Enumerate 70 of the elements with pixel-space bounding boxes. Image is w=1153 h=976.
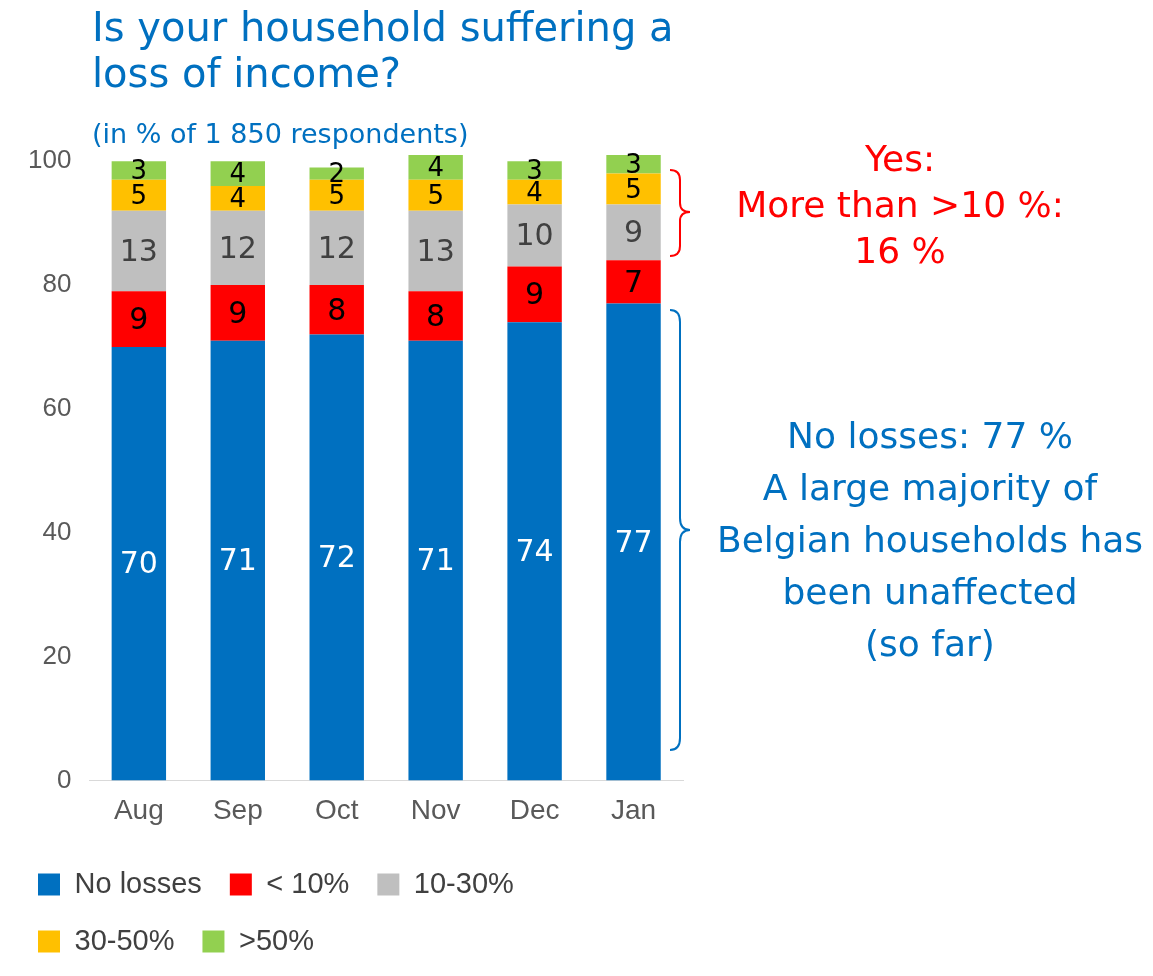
bar bbox=[507, 204, 562, 267]
data-label: 12 bbox=[218, 229, 257, 265]
data-label: 72 bbox=[317, 539, 356, 575]
bar bbox=[210, 285, 265, 341]
legend-label: >50% bbox=[238, 923, 314, 956]
data-label: 77 bbox=[614, 523, 653, 559]
bar bbox=[606, 204, 661, 261]
data-label: 12 bbox=[317, 229, 356, 265]
bar bbox=[408, 291, 463, 341]
data-label: 9 bbox=[623, 214, 644, 250]
data-label: 9 bbox=[525, 276, 545, 312]
bar bbox=[111, 291, 167, 347]
legend-label: 10-30% bbox=[413, 866, 514, 899]
legend-label: No losses bbox=[74, 866, 202, 899]
data-label: 13 bbox=[119, 232, 158, 268]
chart-subtitle: (in % of 1 850 respondents) bbox=[92, 118, 469, 149]
bar bbox=[210, 210, 265, 286]
x-tick-label: Oct bbox=[314, 793, 359, 825]
chart-title: Is your household suffering a loss of income? bbox=[92, 4, 675, 96]
y-tick-label: 60 bbox=[42, 392, 72, 423]
x-tick-label: Dec bbox=[509, 793, 560, 825]
data-label: 10 bbox=[515, 217, 554, 253]
bar bbox=[111, 179, 167, 211]
bar bbox=[408, 340, 463, 781]
data-label: 70 bbox=[119, 545, 158, 581]
bar bbox=[507, 266, 562, 323]
y-tick-label: 100 bbox=[27, 144, 72, 175]
x-tick-label: Nov bbox=[410, 793, 461, 825]
data-label: 71 bbox=[416, 542, 455, 578]
text: No losses: 77 % A large majority of Belgian households has been unaffected (so far) bbox=[715, 414, 1145, 666]
legend-label: 30-50% bbox=[74, 923, 175, 956]
bar bbox=[309, 334, 364, 781]
bar bbox=[606, 155, 661, 174]
text: Yes: More than >10 %: 16 % bbox=[735, 137, 1065, 273]
bar bbox=[408, 179, 463, 211]
bar bbox=[111, 210, 167, 292]
y-tick-label: 40 bbox=[42, 515, 72, 546]
legend-label: < 10% bbox=[266, 866, 350, 899]
data-label: 5 bbox=[130, 180, 148, 210]
bar bbox=[507, 322, 562, 781]
y-tick-label: 80 bbox=[42, 268, 72, 299]
data-label: 8 bbox=[327, 291, 347, 327]
bar bbox=[210, 340, 265, 781]
data-label: 5 bbox=[625, 173, 642, 204]
data-label: 5 bbox=[427, 180, 444, 210]
y-tick-label: 20 bbox=[42, 639, 72, 670]
x-tick-label: Jan bbox=[610, 793, 657, 825]
x-tick-label: Sep bbox=[212, 793, 263, 825]
bar bbox=[309, 210, 364, 286]
data-label: 71 bbox=[218, 542, 257, 578]
bar bbox=[408, 210, 463, 292]
bar bbox=[507, 161, 562, 180]
bar bbox=[210, 161, 265, 186]
data-label: 74 bbox=[515, 533, 554, 569]
bar bbox=[606, 303, 661, 781]
data-label: 4 bbox=[229, 183, 247, 214]
data-label: 8 bbox=[426, 297, 446, 333]
bar bbox=[606, 260, 661, 304]
data-label: 9 bbox=[228, 294, 248, 330]
data-label: 7 bbox=[623, 263, 644, 299]
bar bbox=[111, 346, 167, 781]
bar bbox=[309, 285, 364, 335]
y-tick-label: 0 bbox=[56, 763, 72, 794]
data-label: 4 bbox=[427, 152, 444, 183]
bar bbox=[408, 155, 463, 180]
data-label: 13 bbox=[416, 232, 455, 268]
bar bbox=[606, 173, 661, 205]
bar bbox=[210, 185, 265, 211]
data-label: 9 bbox=[129, 300, 149, 336]
x-tick-label: Aug bbox=[113, 793, 164, 825]
